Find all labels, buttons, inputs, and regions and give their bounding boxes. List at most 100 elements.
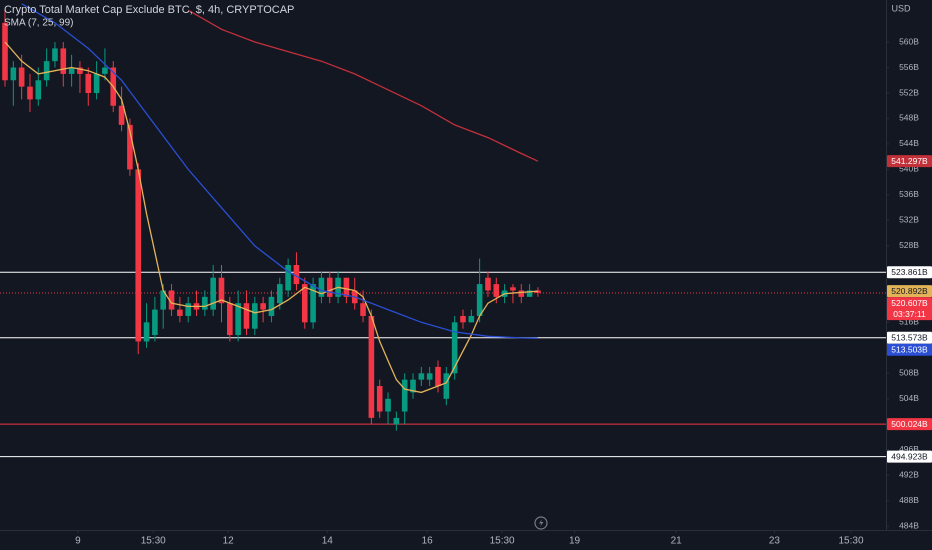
candle-body	[310, 284, 316, 323]
ma-line	[21, 3, 538, 339]
y-tick-label: 548B	[899, 113, 919, 123]
x-tick-label: 15:30	[839, 536, 864, 547]
y-tick-label: 508B	[899, 368, 919, 378]
x-tick-label: 14	[322, 536, 334, 547]
candle-body	[185, 303, 191, 316]
price-tag-label: 513.573B	[891, 333, 928, 343]
price-tag-label: 520.892B	[891, 286, 928, 296]
y-tick-label: 504B	[899, 393, 919, 403]
y-tick-label: 488B	[899, 495, 919, 505]
candle-body	[152, 309, 158, 336]
y-tick-label: 484B	[899, 520, 919, 530]
candle-body	[451, 322, 458, 374]
candle-body	[493, 284, 500, 297]
candle-body	[385, 398, 391, 412]
x-tick-label: 15:30	[141, 536, 166, 547]
icon-circle[interactable]	[534, 516, 548, 530]
candle-body	[168, 290, 175, 310]
candle-body	[476, 284, 483, 316]
y-tick-label: 492B	[899, 469, 919, 479]
price-tag	[887, 266, 932, 279]
candle-body	[510, 287, 516, 291]
candle-body	[27, 86, 33, 100]
x-tick-label: 19	[569, 536, 581, 547]
candle-body	[268, 296, 275, 316]
price-tag	[887, 418, 932, 431]
candle-body	[35, 80, 42, 100]
candle-body	[60, 48, 67, 74]
y-tick-label: 544B	[899, 138, 919, 148]
candle-body	[235, 303, 241, 336]
candle-body	[177, 309, 183, 316]
candle-body	[127, 124, 133, 170]
candle-body	[376, 386, 383, 412]
price-tag	[887, 450, 932, 463]
candle-body	[52, 48, 58, 62]
candle-body	[93, 73, 100, 94]
plot-area	[0, 3, 886, 458]
candle-body	[135, 169, 142, 342]
candle-body	[18, 67, 25, 87]
candle-body	[326, 277, 333, 297]
candle-body	[443, 373, 450, 399]
price-tag	[887, 285, 932, 298]
candle-body	[68, 67, 75, 74]
price-tag-label: 03:37:11	[893, 309, 926, 319]
candle-body	[526, 290, 533, 297]
price-tag	[887, 343, 932, 356]
price-tag	[887, 331, 932, 344]
ma-line	[4, 41, 538, 394]
icon-bolt[interactable]	[539, 519, 544, 527]
candle-body	[77, 67, 83, 74]
indicator-label: SMA (7, 25, 99)	[4, 18, 73, 29]
price-tag-label: 513.503B	[891, 345, 928, 355]
price-tag	[887, 297, 932, 321]
y-tick-label: 536B	[899, 189, 919, 199]
candle-body	[227, 303, 233, 336]
y-tick-label: 556B	[899, 62, 919, 72]
candle-body	[218, 277, 225, 304]
candle-body	[243, 303, 250, 329]
y-tick-label: 496B	[899, 444, 919, 454]
candle-body	[418, 373, 425, 380]
x-tick-label: 21	[671, 536, 683, 547]
x-tick-label: 23	[769, 536, 781, 547]
candle-body	[401, 379, 408, 412]
x-tick-label: 16	[422, 536, 434, 547]
candle-body	[518, 290, 525, 297]
candle-body	[143, 322, 150, 342]
candle-body	[410, 379, 416, 393]
y-tick-label: 552B	[899, 87, 919, 97]
candle-body	[118, 105, 125, 125]
y-tick-label: 516B	[899, 317, 919, 327]
y-tick-label: 560B	[899, 36, 919, 46]
candle-body	[202, 296, 208, 310]
candle-body	[343, 277, 350, 297]
x-tick-label: 12	[223, 536, 235, 547]
y-tick-label: 532B	[899, 215, 919, 225]
candle-body	[460, 315, 466, 323]
candle-body	[301, 284, 308, 323]
candle-body	[102, 67, 108, 74]
ma-line	[187, 9, 539, 162]
candle-body	[318, 277, 325, 297]
candle-body	[393, 417, 400, 425]
currency: USD	[891, 3, 911, 13]
candle-body	[2, 22, 8, 81]
chart-title: Crypto Total Market Cap Exclude BTC, $, …	[4, 4, 294, 16]
price-tag-label: 500.024B	[891, 419, 928, 429]
candle-body	[368, 315, 375, 418]
x-tick-label: 9	[75, 536, 81, 547]
candle-body	[360, 303, 366, 316]
y-tick-label: 540B	[899, 164, 919, 174]
x-tick-label: 15:30	[490, 536, 515, 547]
y-tick-label: 528B	[899, 240, 919, 250]
candle-body	[426, 373, 433, 380]
replay-icon[interactable]	[534, 516, 548, 530]
price-tag-label: 520.607B	[891, 298, 928, 308]
price-tag-label: 541.297B	[891, 156, 928, 166]
candle-body	[85, 73, 92, 94]
